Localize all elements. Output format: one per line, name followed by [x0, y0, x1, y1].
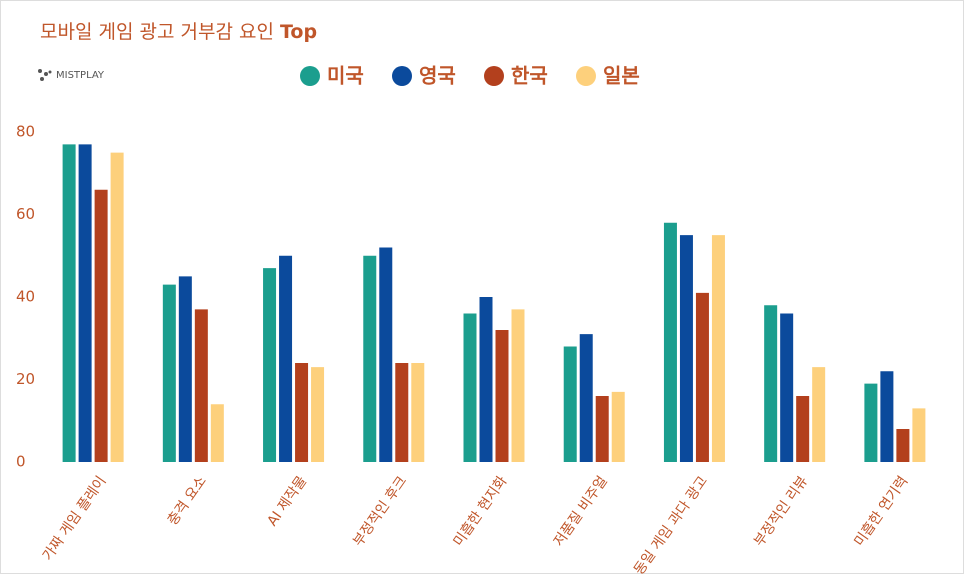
bar	[912, 408, 926, 462]
bar	[695, 292, 709, 462]
y-tick-label: 20	[16, 370, 35, 388]
bar	[295, 363, 309, 462]
bar	[579, 334, 593, 462]
bar	[495, 330, 509, 462]
bar	[511, 309, 525, 462]
title-emphasis: Top	[280, 21, 317, 43]
bar	[880, 371, 894, 462]
y-tick-label: 40	[16, 288, 35, 306]
bar	[611, 391, 625, 462]
bar	[62, 144, 76, 462]
bar	[379, 247, 393, 462]
bar	[110, 152, 124, 462]
bar	[311, 367, 325, 462]
chart-title: 모바일 게임 광고 거부감 요인 Top	[40, 21, 317, 43]
bar	[279, 255, 293, 462]
bar	[764, 305, 778, 462]
bar	[162, 284, 176, 462]
bar	[663, 222, 677, 462]
bar	[178, 276, 192, 462]
legend-swatch	[300, 66, 320, 86]
legend-label: 영국	[419, 64, 456, 88]
legend-label: 미국	[327, 64, 364, 88]
bar	[479, 297, 493, 462]
y-tick-label: 80	[16, 123, 35, 141]
title-text: 모바일 게임 광고 거부감 요인	[40, 21, 274, 43]
y-tick-label: 0	[16, 453, 26, 471]
bar	[896, 429, 910, 462]
bar	[679, 235, 693, 462]
bar	[411, 363, 425, 462]
y-tick-label: 60	[16, 205, 35, 223]
bar	[395, 363, 409, 462]
bar	[210, 404, 224, 462]
bar	[194, 309, 208, 462]
bar	[563, 346, 577, 462]
bar	[94, 189, 108, 462]
bar	[780, 313, 794, 462]
bar	[363, 255, 377, 462]
bar	[463, 313, 477, 462]
bar	[711, 235, 725, 462]
logo: MISTPLAY	[38, 69, 105, 81]
bar	[78, 144, 92, 462]
legend-swatch	[484, 66, 504, 86]
legend-swatch	[576, 66, 596, 86]
legend-swatch	[392, 66, 412, 86]
brand: MISTPLAY	[56, 70, 105, 81]
bar	[263, 268, 277, 462]
bar	[796, 396, 810, 462]
bar	[812, 367, 826, 462]
bar	[864, 383, 878, 462]
legend-label: 일본	[603, 64, 640, 88]
bar	[595, 396, 609, 462]
legend-label: 한국	[511, 64, 548, 88]
